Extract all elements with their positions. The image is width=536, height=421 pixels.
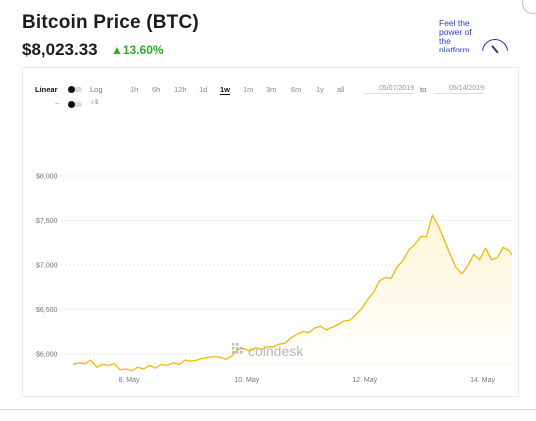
price-area [73,215,512,371]
watermark: coindesk [232,343,304,359]
scale-log-label[interactable]: Log [90,85,103,94]
price-change: ▲13.60% [111,43,164,57]
y-tick-label: $6,000 [36,351,58,358]
y-tick-label: $7,000 [36,262,58,269]
compare-toggle[interactable] [68,101,82,108]
timeframe-1y[interactable]: 1y [316,85,324,94]
promo-link[interactable]: Feel the power of the platform [439,19,472,52]
corner-circle-icon [522,0,536,14]
y-tick-label: $7,500 [36,218,58,225]
x-tick-label: 8. May [118,377,140,384]
coindesk-logo-icon [232,347,235,350]
timeframe-1w[interactable]: 1w [220,85,231,95]
coindesk-logo-icon [236,347,239,350]
x-tick-label: 12. May [352,377,377,384]
x-tick-label: 14. May [470,377,495,384]
coindesk-logo-icon [236,351,239,354]
date-from-input[interactable]: 05/07/2019 [364,85,414,94]
coindesk-logo-icon [236,343,239,346]
date-to-input[interactable]: 05/14/2019 [434,85,484,94]
coindesk-logo-icon [240,351,243,354]
scale-linear-label[interactable]: Linear [35,85,58,94]
timeframe-6m[interactable]: 6m [291,85,302,94]
timeframe-1d[interactable]: 1d [199,85,208,94]
current-price: $8,023.33 [22,40,98,59]
timeframe-3m[interactable]: 3m [266,85,277,94]
compare-toggle-knob [68,101,75,108]
divider [0,409,536,410]
watermark-text: coindesk [248,343,304,359]
dollar-flag-icon: ⊹$ [90,100,99,106]
coindesk-logo-icon [232,351,235,354]
scale-toggle-knob [68,86,75,93]
coindesk-logo-icon [240,347,243,350]
y-tick-label: $8,000 [36,174,58,181]
coindesk-logo-icon [232,343,235,346]
date-to-label: to [420,85,427,94]
timeframe-12h[interactable]: 12h [174,85,187,94]
timeframe-1h[interactable]: 1h [130,85,139,94]
price-line [72,214,513,372]
page-title: Bitcoin Price (BTC) [22,12,199,33]
timeframe-all[interactable]: all [337,85,345,94]
scale-toggle[interactable] [68,86,82,93]
tilde-icon: ~ [55,99,60,108]
timeframe-6h[interactable]: 6h [152,85,161,94]
y-tick-label: $6,500 [36,307,58,314]
timeframe-1m[interactable]: 1m [243,85,254,94]
x-tick-label: 10. May [234,377,259,384]
